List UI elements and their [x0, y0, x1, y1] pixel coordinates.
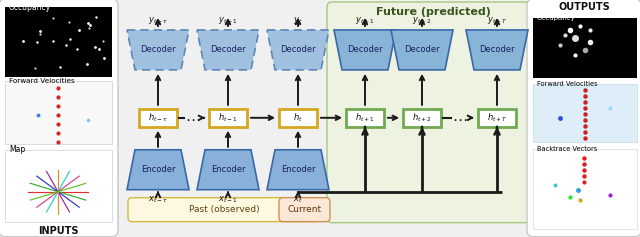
Bar [533, 18, 637, 78]
Text: $x_t$: $x_t$ [293, 194, 303, 205]
Text: $h_{t+T}$: $h_{t+T}$ [486, 112, 508, 124]
Polygon shape [466, 30, 528, 70]
Text: $\cdots$: $\cdots$ [186, 111, 201, 126]
Bar [5, 7, 112, 77]
Bar [279, 109, 317, 127]
Text: $y_{t+1}$: $y_{t+1}$ [355, 15, 375, 27]
Text: Forward Velocities: Forward Velocities [537, 81, 598, 87]
Text: $h_{t-1}$: $h_{t-1}$ [218, 112, 238, 124]
Text: INPUTS: INPUTS [38, 226, 78, 236]
Polygon shape [127, 150, 189, 190]
Text: Future (predicted): Future (predicted) [376, 7, 491, 17]
Bar [533, 149, 637, 229]
Polygon shape [334, 30, 396, 70]
Bar [5, 81, 112, 144]
Bar [209, 109, 247, 127]
Bar [478, 109, 516, 127]
Text: $y_{t-1}$: $y_{t-1}$ [218, 15, 238, 27]
Bar [5, 150, 112, 222]
Text: $h_t$: $h_t$ [293, 112, 303, 124]
Text: Encoder: Encoder [211, 165, 245, 174]
Text: $\cdots$: $\cdots$ [452, 111, 467, 126]
FancyBboxPatch shape [527, 0, 640, 237]
Text: Past (observed): Past (observed) [189, 205, 259, 214]
Polygon shape [391, 30, 453, 70]
Text: $x_{t-\tau}$: $x_{t-\tau}$ [148, 194, 168, 205]
Text: Occupancy: Occupancy [9, 4, 51, 13]
Polygon shape [127, 30, 189, 70]
Polygon shape [197, 30, 259, 70]
Text: $y_{t+T}$: $y_{t+T}$ [486, 15, 508, 27]
Text: $x_{t-1}$: $x_{t-1}$ [218, 194, 238, 205]
Text: $h_{t+1}$: $h_{t+1}$ [355, 112, 375, 124]
Text: Encoder: Encoder [281, 165, 316, 174]
Text: Encoder: Encoder [141, 165, 175, 174]
Polygon shape [267, 150, 329, 190]
FancyBboxPatch shape [327, 2, 540, 223]
Text: Decoder: Decoder [347, 46, 383, 55]
Text: $y_{t-\tau}$: $y_{t-\tau}$ [148, 15, 168, 27]
Text: $h_{t+2}$: $h_{t+2}$ [412, 112, 432, 124]
Polygon shape [267, 30, 329, 70]
FancyBboxPatch shape [0, 0, 118, 237]
Text: Decoder: Decoder [404, 46, 440, 55]
Text: $y_{t+2}$: $y_{t+2}$ [412, 15, 432, 27]
Text: Decoder: Decoder [479, 46, 515, 55]
Text: $h_{t-\tau}$: $h_{t-\tau}$ [148, 112, 168, 124]
Polygon shape [197, 150, 259, 190]
Text: $y_t$: $y_t$ [293, 15, 303, 27]
Text: Current: Current [287, 205, 321, 214]
Text: Decoder: Decoder [280, 46, 316, 55]
Text: Decoder: Decoder [210, 46, 246, 55]
Bar [403, 109, 441, 127]
Text: OUTPUTS: OUTPUTS [558, 2, 610, 12]
Bar [533, 84, 637, 142]
Text: Occupancy: Occupancy [537, 15, 576, 21]
Text: Backtrace Vectors: Backtrace Vectors [537, 146, 597, 152]
FancyBboxPatch shape [279, 198, 330, 222]
Text: Decoder: Decoder [140, 46, 176, 55]
Text: Forward Velocities: Forward Velocities [9, 78, 75, 84]
FancyBboxPatch shape [128, 198, 320, 222]
Bar [346, 109, 384, 127]
Bar [139, 109, 177, 127]
Text: Map: Map [9, 145, 25, 154]
